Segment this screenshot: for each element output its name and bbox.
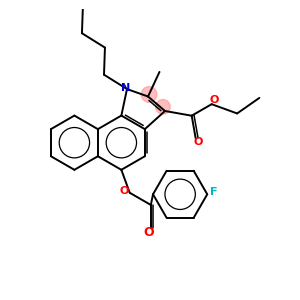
Circle shape (141, 87, 157, 102)
Circle shape (156, 100, 170, 114)
Text: N: N (121, 83, 130, 93)
Text: O: O (209, 95, 218, 105)
Text: O: O (120, 186, 129, 196)
Text: F: F (210, 187, 217, 197)
Text: O: O (143, 226, 154, 239)
Text: O: O (193, 136, 203, 146)
